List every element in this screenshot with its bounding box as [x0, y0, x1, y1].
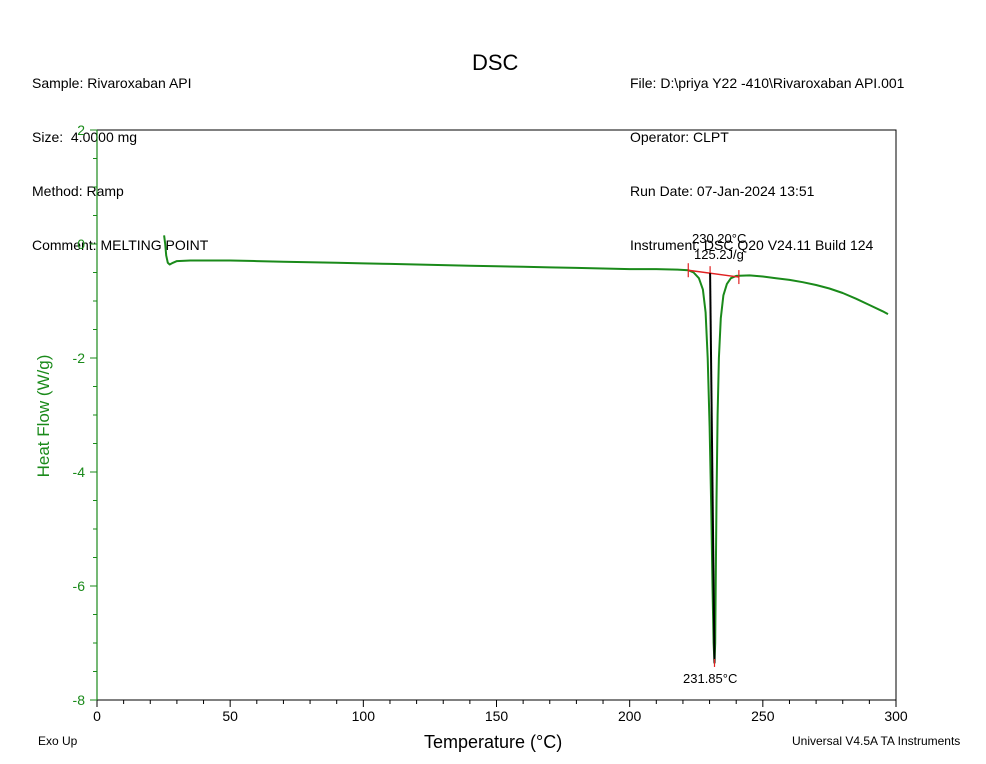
y-tick-label: -2	[73, 350, 86, 366]
file-line: File: D:\priya Y22 -410\Rivaroxaban API.…	[630, 75, 905, 91]
onset-temperature-label: 230.20°C	[692, 231, 746, 246]
x-tick-label: 100	[352, 708, 376, 724]
y-tick-label: 0	[77, 236, 85, 252]
software-version-note: Universal V4.5A TA Instruments	[792, 734, 961, 748]
operator-line: Operator: CLPT	[630, 129, 729, 145]
x-tick-label: 300	[884, 708, 908, 724]
chart-title: DSC	[472, 50, 519, 75]
instrument-line: Instrument: DSC Q20 V24.11 Build 124	[630, 237, 874, 253]
comment-line: Comment: MELTING POINT	[32, 237, 209, 253]
sample-line: Sample: Rivaroxaban API	[32, 75, 192, 91]
x-tick-label: 150	[485, 708, 509, 724]
enthalpy-label: 125.2J/g	[694, 247, 744, 262]
y-axis-label: Heat Flow (W/g)	[34, 354, 53, 478]
sample-info-block: Sample: Rivaroxaban API Size: 4.0000 mg …	[32, 38, 208, 272]
integration-baseline	[688, 269, 739, 278]
x-axis-label: Temperature (°C)	[424, 732, 563, 752]
x-tick-label: 50	[222, 708, 238, 724]
peak-drop-line	[709, 273, 716, 663]
size-line: Size: 4.0000 mg	[32, 129, 138, 145]
peak-temperature-label: 231.85°C	[683, 671, 737, 686]
y-tick-label: -4	[73, 464, 86, 480]
run-info-block: File: D:\priya Y22 -410\Rivaroxaban API.…	[630, 38, 904, 272]
x-tick-label: 200	[618, 708, 642, 724]
x-tick-label: 250	[751, 708, 775, 724]
y-tick-label: -8	[73, 692, 86, 708]
x-tick-label: 0	[93, 708, 101, 724]
heat-flow-curve	[163, 235, 889, 664]
y-tick-label: -6	[73, 578, 86, 594]
y-tick-label: 2	[77, 122, 85, 138]
run-date-line: Run Date: 07-Jan-2024 13:51	[630, 183, 815, 199]
plot-frame	[96, 129, 897, 701]
exo-up-note: Exo Up	[38, 734, 78, 748]
